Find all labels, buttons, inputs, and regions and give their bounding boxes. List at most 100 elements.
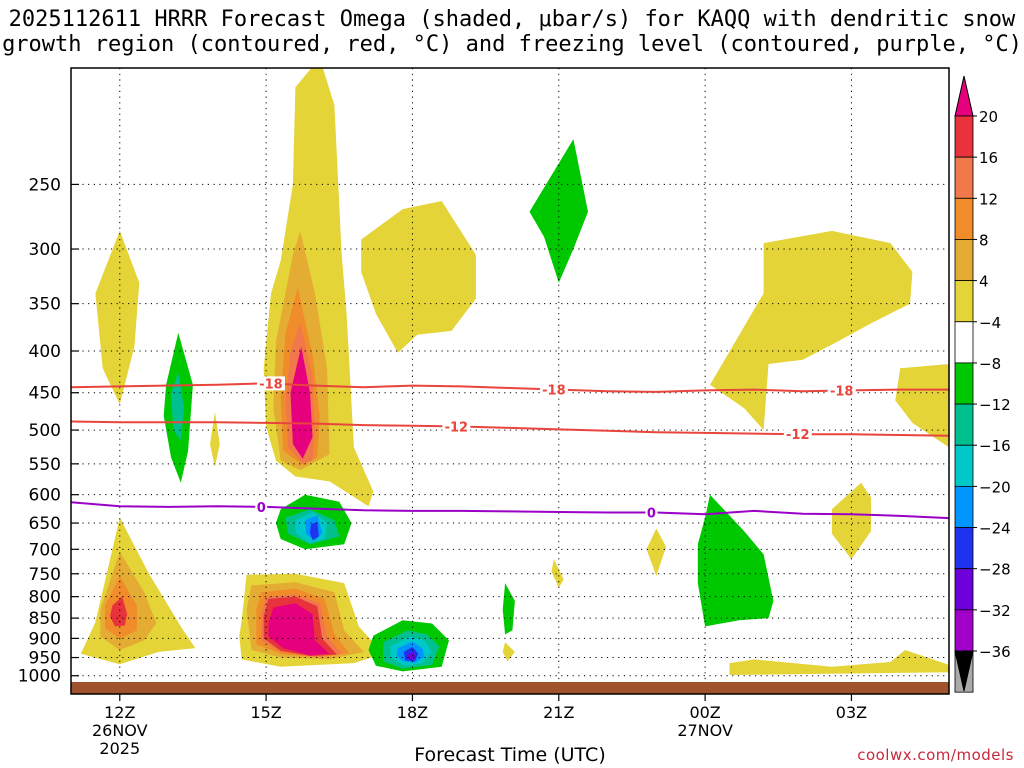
y-tick-label-450: 450: [29, 384, 61, 404]
contour-label--18C-1: -18: [542, 383, 566, 398]
colorbar-band-4-8: [954, 239, 974, 282]
plot-frame: [70, 67, 950, 695]
colorbar-band--20--16: [954, 485, 974, 528]
contour-label-bg: [442, 419, 471, 434]
colorbar-band--32--28: [954, 609, 974, 652]
y-tick-label-350: 350: [29, 295, 61, 315]
omega-region-24: [268, 603, 330, 656]
colorbar-band--24--20: [954, 527, 974, 570]
y-tick-label-550: 550: [29, 455, 61, 475]
colorbar-label-12: −32: [979, 602, 1011, 620]
x-tick-label-03Z: 03Z: [836, 703, 867, 722]
site-credit[interactable]: coolwx.com/models: [857, 746, 1014, 764]
y-tick-label-600: 600: [29, 486, 61, 506]
contour-label-bg: [827, 383, 856, 398]
contour-label-bg: [539, 382, 568, 397]
x-tick-year-12Z: 2025: [99, 739, 140, 758]
x-tick-label-00Z: 00Z: [689, 703, 720, 722]
gridlines: [71, 68, 949, 681]
x-tick-label-21Z: 21Z: [543, 703, 574, 722]
colorbar-label-11: −28: [979, 561, 1011, 579]
colorbar-label-1: 16: [979, 149, 998, 167]
colorbar-label-8: −16: [979, 437, 1011, 455]
omega-region-5: [210, 411, 220, 468]
y-tick-label-850: 850: [29, 609, 61, 629]
colorbar-band--8--4: [954, 362, 974, 405]
omega-region-2: [361, 201, 476, 353]
colorbar-label-10: −24: [979, 520, 1011, 538]
colorbar-band--12--8: [954, 403, 974, 446]
omega-colorbar: 20 16 12 8 4 −4 −8 −12 −16 −20 −24 −28 −32 −36: [954, 75, 1011, 693]
pressure-axis: 2503003504004505005506006507007508008509…: [18, 175, 79, 687]
contour-label--18C-2: -18: [830, 385, 854, 400]
x-tick-label-12Z: 12Z: [104, 703, 135, 722]
contour-label-bg: [256, 376, 285, 391]
omega-region-23: [290, 346, 313, 459]
omega-region-38: [310, 522, 319, 541]
omega-region-8: [646, 528, 667, 577]
colorbar-label-9: −20: [979, 478, 1011, 496]
y-tick-label-650: 650: [29, 514, 61, 534]
omega-region-12: [729, 650, 949, 675]
x-tick-label-15Z: 15Z: [250, 703, 281, 722]
y-tick-label-700: 700: [29, 540, 61, 560]
colorbar-label-5: −4: [979, 314, 1001, 332]
omega-region-31: [171, 372, 185, 441]
colorbar-bottom-arrow: [954, 650, 974, 692]
contour-label-bg: [255, 499, 268, 514]
colorbar-band-8-12: [954, 197, 974, 240]
contour-label-bg: [783, 427, 812, 442]
contour-label-freezing-level-0C-1: 0: [647, 507, 656, 522]
omega-region-21: [110, 596, 128, 627]
colorbar-label-4: 4: [979, 273, 989, 291]
chart-title-line-2: growth region (contoured, red, °C) and f…: [2, 32, 1022, 57]
omega-region-28: [502, 583, 515, 635]
x-axis-label: Forecast Time (UTC): [414, 744, 606, 766]
colorbar-label-2: 12: [979, 190, 998, 208]
chart-title-line-1: 2025112611 HRRR Forecast Omega (shaded, …: [8, 7, 1016, 32]
colorbar-label-7: −12: [979, 396, 1011, 414]
y-tick-label-950: 950: [29, 649, 61, 669]
contour-label-freezing-level-0C-0: 0: [257, 501, 266, 516]
y-tick-label-400: 400: [29, 342, 61, 362]
colorbar-band-12-16: [954, 156, 974, 199]
colorbar-label-13: −36: [979, 643, 1011, 661]
omega-region-6: [502, 642, 515, 662]
omega-region-27: [697, 494, 774, 627]
colorbar-band--16--12: [954, 444, 974, 487]
contour-label-bg: [645, 505, 658, 520]
colorbar-band-16-20: [954, 115, 974, 158]
contour-label--12C-0: -12: [445, 420, 469, 435]
y-tick-label-500: 500: [29, 421, 61, 441]
contour-label--12C-1: -12: [786, 428, 810, 443]
x-tick-label-18Z: 18Z: [397, 703, 428, 722]
x-tick-date-12Z: 26NOV: [92, 721, 148, 740]
colorbar-label-0: 20: [979, 108, 998, 126]
omega-region-7: [551, 559, 564, 588]
colorbar-top-arrow: [954, 75, 974, 117]
colorbar-label-3: 8: [979, 231, 989, 249]
omega-region-0: [95, 230, 140, 405]
x-tick-date-00Z: 27NOV: [677, 721, 733, 740]
y-tick-label-250: 250: [29, 175, 61, 195]
omega-region-11: [831, 482, 871, 560]
y-tick-label-900: 900: [29, 629, 61, 649]
contour-freezing-level-0C: [71, 501, 949, 520]
plot-background: [71, 68, 949, 694]
y-tick-label-750: 750: [29, 565, 61, 585]
omega-region-10: [895, 364, 949, 448]
colorbar-label-6: −8: [979, 355, 1001, 373]
colorbar-band--28--24: [954, 568, 974, 611]
omega-region-9: [710, 230, 913, 431]
colorbar-band-0-4: [954, 280, 974, 323]
ground-surface-bar: [71, 682, 949, 694]
temperature-contours: -18 -18 -18 -12 -12 0 0: [71, 376, 949, 522]
omega-shaded-regions: [80, 68, 949, 675]
contour-label--18C-0: -18: [259, 377, 283, 392]
colorbar-band--4-4: [954, 321, 974, 364]
y-tick-label-1000: 1000: [18, 667, 61, 687]
y-tick-label-800: 800: [29, 588, 61, 608]
y-tick-label-300: 300: [29, 240, 61, 260]
